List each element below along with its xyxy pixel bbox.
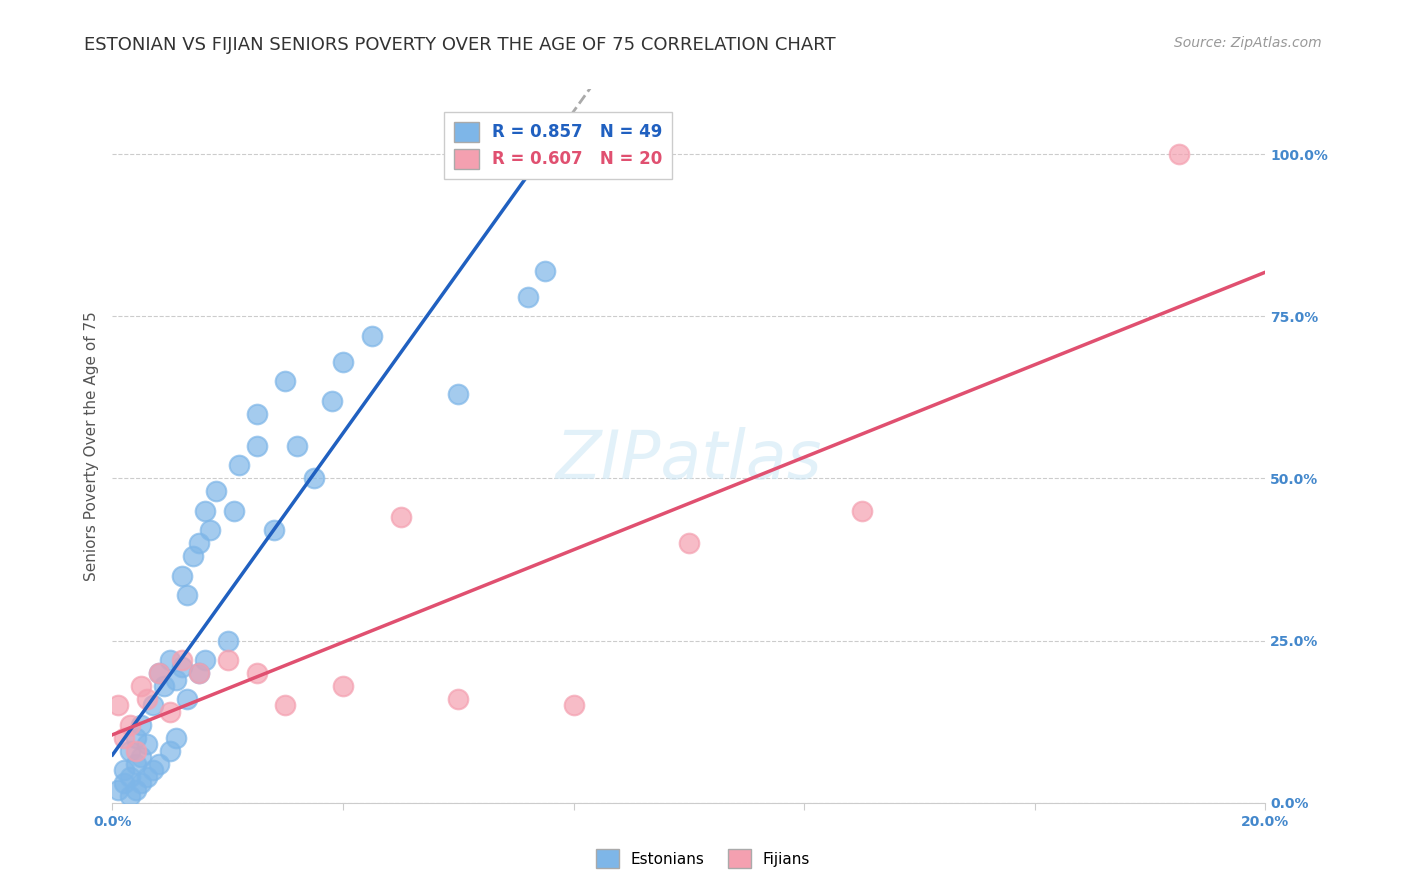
Point <box>170 659 193 673</box>
Point <box>124 731 146 745</box>
Text: ESTONIAN VS FIJIAN SENIORS POVERTY OVER THE AGE OF 75 CORRELATION CHART: ESTONIAN VS FIJIAN SENIORS POVERTY OVER … <box>84 36 837 54</box>
Point <box>360 328 382 343</box>
Point <box>200 524 222 538</box>
Point <box>332 354 354 368</box>
Point <box>112 731 135 745</box>
Point <box>170 568 193 582</box>
Point <box>516 290 538 304</box>
Point <box>194 653 217 667</box>
Y-axis label: Seniors Poverty Over the Age of 75: Seniors Poverty Over the Age of 75 <box>83 311 98 581</box>
Point <box>678 536 700 550</box>
Point <box>245 439 267 453</box>
Point <box>118 744 141 758</box>
Point <box>285 439 308 453</box>
Point <box>159 705 181 719</box>
Point <box>170 653 193 667</box>
Point <box>129 776 153 790</box>
Point <box>332 679 354 693</box>
Point <box>222 504 245 518</box>
Legend: Estonians, Fijians: Estonians, Fijians <box>588 841 818 875</box>
Point <box>245 407 267 421</box>
Point <box>107 698 129 713</box>
Point <box>124 744 146 758</box>
Point <box>321 393 343 408</box>
Point <box>153 679 176 693</box>
Text: ZIPatlas: ZIPatlas <box>555 427 823 493</box>
Point <box>165 731 187 745</box>
Point <box>176 692 198 706</box>
Point <box>112 764 135 778</box>
Point <box>148 666 170 681</box>
Point <box>188 666 211 681</box>
Point <box>1167 147 1189 161</box>
Point <box>263 524 285 538</box>
Point <box>181 549 204 564</box>
Point <box>447 692 470 706</box>
Point <box>217 653 239 667</box>
Point <box>165 673 187 687</box>
Point <box>274 698 297 713</box>
Point <box>136 770 159 784</box>
Point <box>194 504 217 518</box>
Point <box>118 718 141 732</box>
Point <box>148 666 170 681</box>
Legend: R = 0.857   N = 49, R = 0.607   N = 20: R = 0.857 N = 49, R = 0.607 N = 20 <box>444 112 672 179</box>
Point <box>245 666 267 681</box>
Point <box>118 770 141 784</box>
Point <box>389 510 412 524</box>
Point <box>274 374 297 388</box>
Point <box>129 679 153 693</box>
Point <box>129 750 153 764</box>
Point <box>562 698 585 713</box>
Point <box>136 692 159 706</box>
Point <box>205 484 228 499</box>
Point <box>136 738 159 752</box>
Point <box>112 776 135 790</box>
Point <box>188 666 211 681</box>
Point <box>304 471 326 485</box>
Point <box>148 756 170 771</box>
Point <box>188 536 211 550</box>
Point <box>159 653 181 667</box>
Point <box>124 756 146 771</box>
Text: Source: ZipAtlas.com: Source: ZipAtlas.com <box>1174 36 1322 50</box>
Point <box>142 764 165 778</box>
Point <box>159 744 181 758</box>
Point <box>217 633 239 648</box>
Point <box>129 718 153 732</box>
Point <box>447 387 470 401</box>
Point <box>118 789 141 804</box>
Point <box>107 782 129 797</box>
Point <box>228 458 250 473</box>
Point <box>533 264 555 278</box>
Point <box>124 782 146 797</box>
Point <box>142 698 165 713</box>
Point <box>176 588 198 602</box>
Point <box>851 504 873 518</box>
